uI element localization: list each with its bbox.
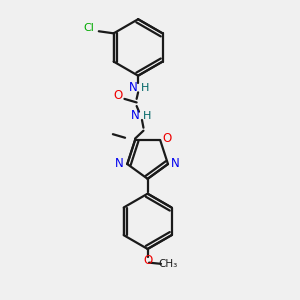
Text: O: O: [113, 89, 122, 102]
Text: N: N: [115, 157, 123, 170]
Text: Cl: Cl: [84, 23, 94, 33]
Text: N: N: [171, 157, 180, 170]
Text: CH₃: CH₃: [158, 259, 178, 269]
Text: H: H: [140, 82, 149, 93]
Text: O: O: [162, 132, 171, 145]
Text: O: O: [143, 254, 152, 267]
Text: H: H: [143, 111, 151, 121]
Text: N: N: [131, 109, 140, 122]
Text: N: N: [128, 81, 137, 94]
